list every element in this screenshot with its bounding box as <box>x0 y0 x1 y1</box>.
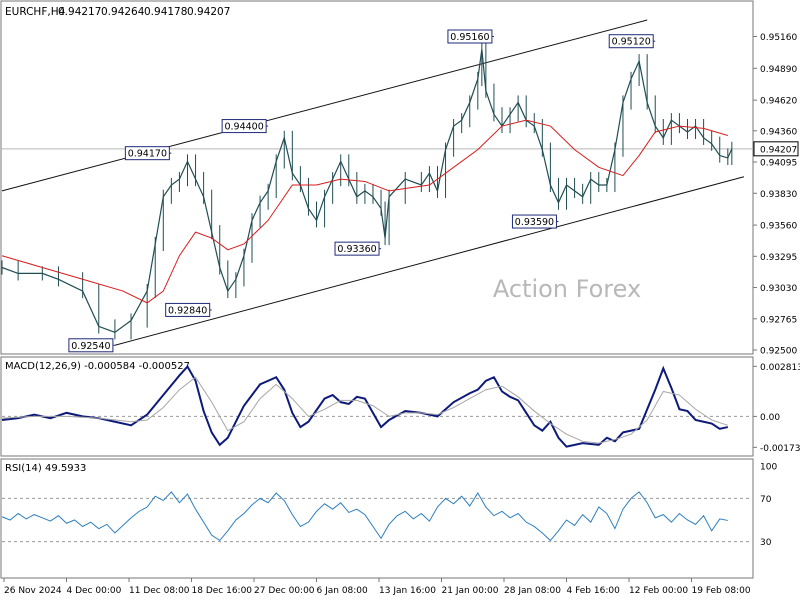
price-tick-label: 0.94620 <box>760 97 797 107</box>
macd-tick-label: -0.001737 <box>760 444 800 454</box>
time-axis: 26 Nov 2024 4 Dec 00:00 11 Dec 08:00 18 Dec… <box>3 578 751 596</box>
annotation-box <box>165 302 211 317</box>
price-tick-label: 0.94360 <box>760 127 797 137</box>
rsi-line <box>1 491 728 542</box>
price-tick-label: 0.92765 <box>760 315 797 325</box>
price-tick-label: 0.94095 <box>760 159 797 169</box>
annotation-box <box>447 29 493 44</box>
price-annotations: 0.92540 0.92840 0.94170 0.94400 0.93360 0.951… <box>68 29 656 353</box>
ohlc-open: 0.94217 <box>58 6 101 18</box>
ohlc-close: 0.94207 <box>187 6 230 18</box>
annotation-label: 0.92540 <box>71 341 110 352</box>
price-line <box>1 49 733 333</box>
current-price-tag <box>753 141 799 157</box>
rsi-tick-label: 100 <box>760 463 777 473</box>
rsi-panel-frame <box>0 458 754 579</box>
annotation-box <box>511 214 557 229</box>
rsi-tick-label: 30 <box>760 538 772 548</box>
price-tick-label: 0.93030 <box>760 284 797 294</box>
time-tick-label: 11 Dec 08:00 <box>129 586 190 596</box>
ohlc-low: 0.94178 <box>144 6 187 18</box>
time-tick-label: 6 Jan 08:00 <box>317 586 369 596</box>
time-tick-label: 4 Dec 00:00 <box>67 586 122 596</box>
rsi-plot <box>1 491 752 543</box>
price-tick-label: 0.94890 <box>760 65 797 75</box>
price-panel-frame <box>0 0 754 355</box>
time-tick-label: 19 Feb 08:00 <box>692 586 751 596</box>
time-tick-label: 26 Nov 2024 <box>4 586 62 596</box>
price-tick-label: 0.95160 <box>760 33 797 43</box>
ohlc-high: 0.94264 <box>101 6 145 18</box>
macd-tick-label: 0.00 <box>760 413 780 423</box>
macd-panel-frame <box>0 356 754 457</box>
macd-axis: 0.002813 0.00 -0.001737 <box>753 363 800 454</box>
rsi-tick-label: 70 <box>760 495 772 505</box>
time-tick-label: 13 Jan 16:00 <box>379 586 436 596</box>
annotation-box <box>221 119 267 134</box>
annotation-label: 0.95120 <box>612 37 651 48</box>
annotation-label: 0.92840 <box>168 305 207 316</box>
macd-title: MACD(12,26,9) -0.000584 -0.000527 <box>5 361 190 372</box>
time-tick-label: 21 Jan 00:00 <box>442 586 499 596</box>
macd-plot <box>1 364 752 448</box>
time-tick-label: 28 Jan 08:00 <box>504 586 561 596</box>
annotation-box <box>608 34 654 49</box>
annotation-box <box>68 338 114 353</box>
annotation-label: 0.94170 <box>128 149 167 160</box>
channel-lower-line <box>114 176 745 346</box>
watermark: Action Forex <box>493 275 641 303</box>
price-tick-label: 0.93830 <box>760 190 797 200</box>
annotation-label: 0.93590 <box>515 217 554 228</box>
rsi-axis: 100 70 30 <box>760 463 777 549</box>
annotation-box <box>334 241 380 256</box>
price-axis: 0.95160 0.94890 0.94620 0.94360 0.94095 0.938… <box>753 33 799 357</box>
macd-signal-line <box>1 376 728 444</box>
chart-symbol-label: EURCHF,H4 <box>5 6 66 18</box>
price-tick-label: 0.93295 <box>760 253 797 263</box>
time-tick-label: 4 Feb 16:00 <box>567 586 621 596</box>
time-tick-label: 18 Dec 16:00 <box>192 586 253 596</box>
time-tick-label: 12 Feb 00:00 <box>629 586 688 596</box>
rsi-title: RSI(14) 49.5933 <box>5 463 86 474</box>
time-tick-label: 27 Dec 00:00 <box>254 586 315 596</box>
annotation-box <box>124 146 170 161</box>
price-tick-label: 0.92500 <box>760 347 797 357</box>
macd-tick-label: 0.002813 <box>760 363 800 373</box>
annotation-label: 0.93360 <box>337 244 376 255</box>
moving-average-line <box>1 119 728 304</box>
price-tick-label: 0.93560 <box>760 222 797 232</box>
channel-upper-line <box>1 19 648 192</box>
current-price-label: 0.94207 <box>760 145 797 155</box>
annotation-label: 0.95160 <box>450 32 489 43</box>
annotation-label: 0.94400 <box>224 122 263 133</box>
macd-line <box>1 364 729 448</box>
